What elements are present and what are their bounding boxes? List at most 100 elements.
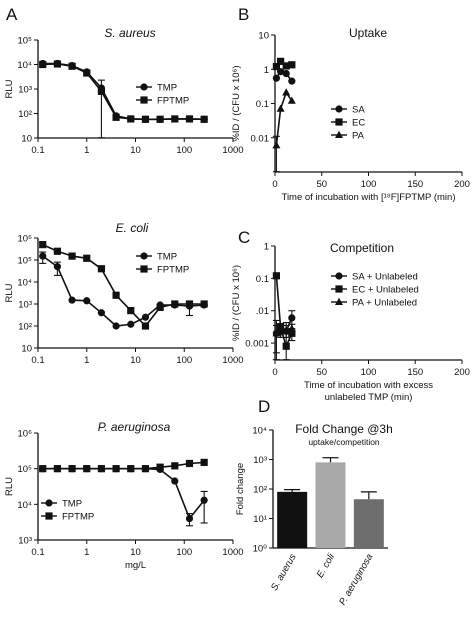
- x-category-label: S. auerus: [269, 552, 299, 593]
- series-line-fptmp: [42, 243, 205, 328]
- panel-letter-d: D: [258, 397, 270, 416]
- data-point: [53, 247, 61, 255]
- x-tick-label: 0.1: [31, 355, 44, 366]
- data-point: [141, 465, 150, 473]
- data-point: [112, 465, 120, 473]
- data-point: [141, 313, 150, 321]
- chart-title: E. coli: [116, 221, 149, 235]
- y-tick-label: 1: [264, 242, 269, 253]
- y-tick-label: 0.001: [245, 339, 269, 350]
- x-tick-label: 1000: [222, 547, 243, 558]
- data-point: [287, 324, 296, 332]
- y-tick-label: 10²: [18, 322, 32, 333]
- legend-label: TMP: [62, 499, 82, 510]
- chart-subtitle: uptake/competition: [308, 437, 380, 447]
- data-point: [112, 322, 120, 330]
- panel-letter-b: B: [238, 5, 249, 24]
- data-point: [53, 263, 61, 271]
- legend-label: FPTMP: [62, 512, 94, 523]
- data-point: [282, 342, 290, 350]
- y-axis-label: RLU: [4, 477, 15, 496]
- data-point: [68, 465, 76, 473]
- data-point: [171, 477, 179, 485]
- data-point: [287, 96, 296, 104]
- data-point: [185, 115, 194, 123]
- x-tick-label: 0.1: [31, 547, 44, 558]
- x-tick-label: 100: [176, 145, 192, 156]
- data-point: [282, 88, 291, 96]
- data-point: [272, 272, 281, 280]
- x-category-label: P. aeruginosa: [337, 552, 375, 607]
- y-tick-label: 10³: [18, 300, 32, 311]
- data-point: [272, 74, 281, 82]
- y-tick-label: 10⁶: [18, 429, 33, 440]
- data-point: [83, 297, 91, 305]
- y-axis-label: RLU: [4, 79, 15, 98]
- data-point: [68, 62, 76, 70]
- x-axis-label-line2: unlabeled TMP (min): [325, 392, 413, 403]
- legend-marker: [335, 285, 343, 293]
- data-point: [200, 496, 208, 504]
- data-point: [282, 62, 290, 70]
- data-point: [127, 320, 135, 328]
- data-point: [156, 463, 164, 471]
- x-category-label: E. coli: [315, 551, 338, 580]
- y-tick-label: 10²: [253, 485, 267, 496]
- data-point: [277, 57, 285, 65]
- data-point: [97, 309, 106, 317]
- bar-0: [277, 491, 308, 548]
- data-point: [200, 300, 208, 308]
- data-point: [141, 115, 150, 123]
- data-point: [276, 324, 285, 332]
- y-tick-label: 10⁵: [17, 464, 32, 475]
- x-tick-label: 100: [361, 367, 377, 378]
- y-tick-label: 10: [21, 344, 32, 355]
- chart-title: Fold Change @3h: [295, 422, 393, 436]
- x-tick-label: 100: [176, 547, 192, 558]
- data-point: [276, 104, 285, 112]
- legend-marker: [335, 118, 343, 126]
- data-point: [68, 296, 76, 304]
- y-tick-label: 10³: [18, 536, 32, 547]
- y-tick-label: .01: [256, 306, 269, 317]
- data-point: [185, 300, 194, 308]
- legend-label: FPTMP: [157, 96, 189, 107]
- y-tick-label: 10³: [253, 455, 267, 466]
- x-tick-label: 50: [316, 367, 327, 378]
- series-line-pa: [275, 90, 293, 146]
- data-point: [83, 465, 91, 473]
- data-point: [185, 459, 194, 468]
- y-tick-label: 10: [21, 134, 32, 145]
- legend-marker: [335, 272, 343, 280]
- data-point: [288, 77, 296, 85]
- data-point: [288, 314, 296, 322]
- y-tick-label: 1: [264, 65, 269, 76]
- chart-title: Competition: [330, 241, 394, 255]
- y-tick-label: 0.01: [251, 133, 270, 144]
- x-tick-label: 10: [130, 145, 141, 156]
- chart-title: Uptake: [349, 26, 387, 40]
- x-axis-label: mg/L: [125, 560, 146, 571]
- data-point: [272, 141, 281, 149]
- legend-marker: [335, 297, 343, 305]
- legend-label: PA + Unlabeled: [352, 298, 417, 309]
- data-point: [97, 87, 106, 95]
- y-tick-label: 10⁴: [17, 60, 32, 71]
- data-point: [68, 252, 76, 260]
- legend-label: PA: [352, 131, 365, 142]
- y-tick-label: 10⁵: [17, 256, 32, 267]
- x-tick-label: 1000: [222, 145, 243, 156]
- data-point: [156, 303, 164, 312]
- data-point: [53, 465, 61, 473]
- y-axis-label: RLU: [4, 283, 15, 302]
- data-point: [127, 465, 135, 473]
- x-tick-label: 200: [454, 179, 470, 190]
- data-point: [282, 69, 290, 78]
- data-point: [288, 61, 296, 69]
- data-point: [97, 265, 106, 273]
- data-point: [39, 252, 47, 260]
- x-tick-label: 0: [272, 179, 277, 190]
- data-point: [39, 465, 47, 473]
- legend-label: SA + Unlabeled: [352, 272, 418, 283]
- x-tick-label: 0.1: [31, 145, 44, 156]
